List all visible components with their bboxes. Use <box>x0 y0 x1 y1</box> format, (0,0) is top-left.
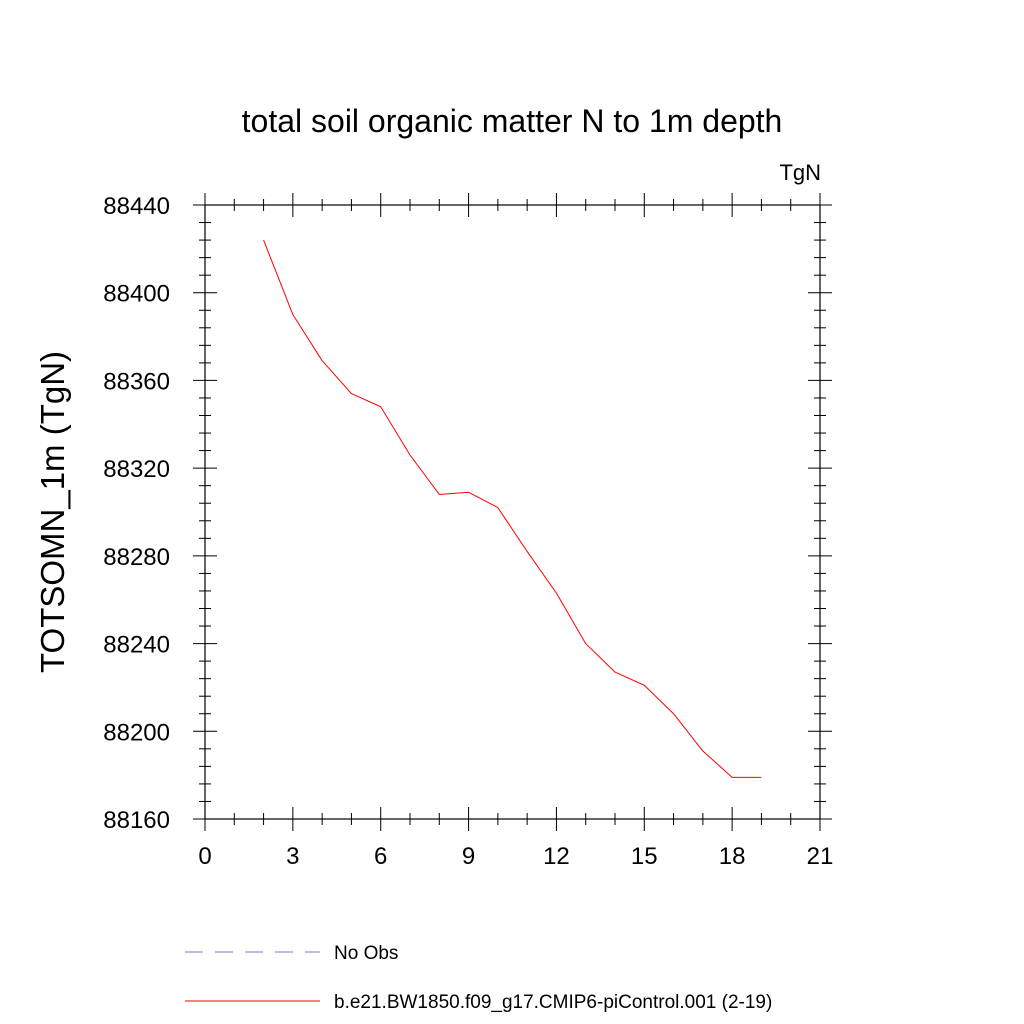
legend-label-control: b.e21.BW1850.f09_g17.CMIP6-piControl.001… <box>334 992 772 1013</box>
x-tick-label: 3 <box>286 843 299 870</box>
chart-title: total soil organic matter N to 1m depth <box>242 103 783 139</box>
x-tick-label: 21 <box>807 843 834 870</box>
legend-label-no-obs: No Obs <box>334 943 398 964</box>
y-tick-labels: 88160 88200 88240 88280 88320 88360 88400 88440 <box>103 193 170 834</box>
x-tick-label: 0 <box>198 843 211 870</box>
legend: No Obs b.e21.BW1850.f09_g17.CMIP6-piCont… <box>185 943 772 1013</box>
x-tick-label: 18 <box>719 843 746 870</box>
series-line-0 <box>263 239 762 778</box>
x-tick-label: 12 <box>543 843 570 870</box>
y-tick-label: 88320 <box>103 456 170 483</box>
plot-frame <box>204 204 821 820</box>
y-tick-label: 88440 <box>103 193 170 220</box>
y-tick-label: 88360 <box>103 368 170 395</box>
y-tick-label: 88280 <box>103 544 170 571</box>
x-tick-label: 6 <box>374 843 387 870</box>
axis-ticks <box>193 193 832 831</box>
units-label: TgN <box>779 160 821 185</box>
y-tick-label: 88240 <box>103 632 170 659</box>
x-tick-label: 15 <box>631 843 658 870</box>
y-axis-label: TOTSOMN_1m (TgN) <box>34 351 71 673</box>
x-tick-labels: 0 3 6 9 12 15 18 21 <box>198 843 833 870</box>
x-tick-label: 9 <box>462 843 475 870</box>
y-tick-label: 88200 <box>103 719 170 746</box>
y-tick-label: 88400 <box>103 281 170 308</box>
y-tick-label: 88160 <box>103 807 170 834</box>
series-layer <box>263 239 762 778</box>
